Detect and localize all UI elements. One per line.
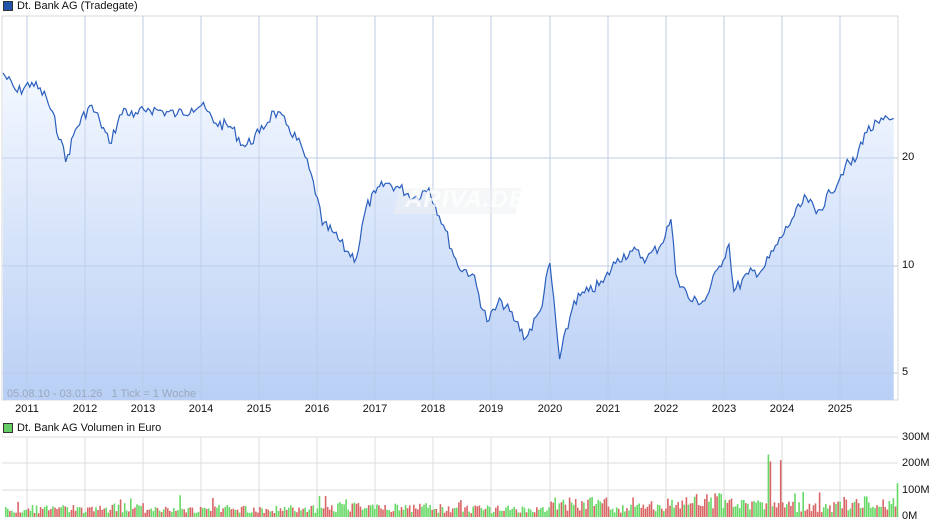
price-plot-area (1, 15, 899, 401)
price-y-tick-5: 5 (902, 366, 909, 378)
x-tick-2017: 2017 (362, 403, 388, 415)
x-tick-2015: 2015 (246, 403, 272, 415)
volume-legend-label: Dt. Bank AG Volumen in Euro (17, 422, 162, 434)
price-area-fill (3, 73, 894, 400)
x-tick-2019: 2019 (478, 403, 504, 415)
x-tick-2020: 2020 (537, 403, 563, 415)
price-y-tick-20: 20 (902, 151, 915, 163)
price-legend: Dt. Bank AG (Tradegate) (3, 0, 138, 12)
volume-y-tick-100m: 100M (902, 484, 930, 496)
x-tick-2018: 2018 (420, 403, 446, 415)
x-tick-2022: 2022 (653, 403, 679, 415)
watermark-text: ARIVA.DE (405, 186, 526, 213)
price-line (2, 72, 894, 360)
volume-plot-area (2, 436, 899, 517)
range-note: 05.08.10 - 03.01.26 1 Tick = 1 Woche (7, 388, 197, 400)
volume-y-tick-0m: 0M (902, 510, 918, 522)
x-tick-2013: 2013 (130, 403, 156, 415)
x-tick-2025: 2025 (827, 403, 853, 415)
x-tick-2014: 2014 (188, 403, 214, 415)
x-tick-2023: 2023 (711, 403, 737, 415)
volume-legend-swatch (3, 423, 13, 433)
x-tick-2016: 2016 (304, 403, 330, 415)
x-tick-2024: 2024 (769, 403, 795, 415)
volume-legend: Dt. Bank AG Volumen in Euro (3, 422, 161, 434)
watermark (393, 188, 522, 214)
volume-y-tick-200m: 200M (902, 457, 930, 469)
volume-bars (5, 454, 899, 517)
price-legend-swatch (3, 1, 13, 11)
x-tick-2012: 2012 (72, 403, 98, 415)
x-tick-2021: 2021 (595, 403, 621, 415)
volume-y-tick-300m: 300M (902, 431, 930, 443)
x-tick-2011: 2011 (15, 403, 39, 415)
price-y-tick-10: 10 (902, 259, 915, 271)
price-legend-label: Dt. Bank AG (Tradegate) (17, 0, 138, 12)
